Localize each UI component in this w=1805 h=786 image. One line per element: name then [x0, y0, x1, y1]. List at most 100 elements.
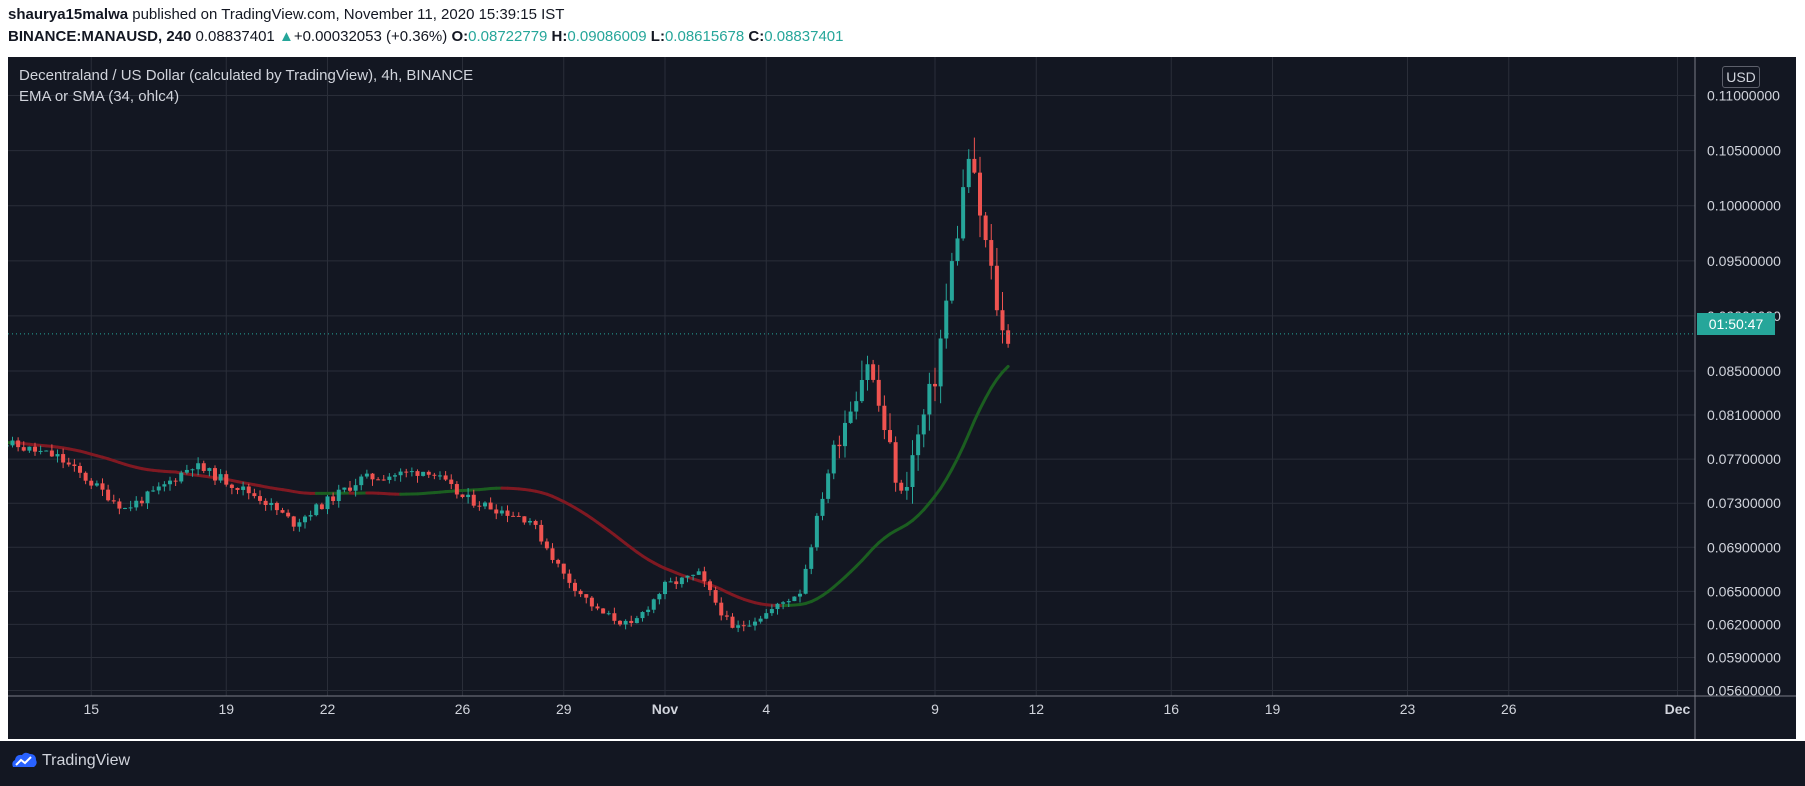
low-label: L: [650, 28, 665, 45]
candle-down [989, 240, 994, 266]
high-value: 0.09086009 [567, 28, 647, 45]
candle-down [348, 487, 352, 491]
candle-down [522, 516, 527, 523]
candle-down [589, 597, 594, 607]
time-tick-label: 26 [455, 701, 471, 717]
candle-up [353, 485, 358, 491]
ma-segment [972, 407, 982, 423]
candle-down [511, 515, 516, 517]
candle-up [859, 380, 864, 402]
ma-segment [950, 457, 959, 471]
candle-down [454, 484, 459, 495]
candle-up [786, 601, 791, 603]
candle-up [651, 599, 656, 610]
chart-title: Decentraland / US Dollar (calculated by … [19, 67, 474, 84]
candle-up [145, 491, 150, 504]
candle-up [421, 471, 426, 476]
ma-segment [939, 477, 948, 490]
ma-segment [944, 467, 954, 481]
candle-up [308, 515, 313, 517]
close-label: C: [748, 28, 765, 45]
candle-up [398, 471, 403, 476]
candle-down [319, 504, 324, 510]
candle-down [724, 615, 729, 617]
price-chart[interactable]: 0.11000000 0.10500000 0.10000000 0.09500000… [8, 57, 1796, 739]
price-tick-label: 0.05600000 [1707, 682, 1781, 698]
candle-up [179, 472, 184, 482]
candle-down [471, 494, 476, 506]
candle-down [730, 616, 735, 628]
candle-down [533, 521, 538, 525]
candle-up [44, 450, 49, 452]
candle-up [359, 476, 364, 486]
price-tick-label: 0.08500000 [1707, 363, 1781, 379]
candle-up [499, 510, 504, 514]
candle-down [61, 454, 66, 463]
candle-down [1000, 310, 1005, 331]
candle-down [78, 465, 82, 473]
candle-up [314, 504, 319, 516]
tradingview-label[interactable]: TradingView [42, 752, 131, 769]
candle-down [494, 509, 499, 514]
candle-down [1006, 330, 1011, 344]
candle-down [713, 590, 718, 603]
time-tick-label: 12 [1028, 701, 1044, 717]
ma-segment [978, 396, 988, 411]
candle-down [584, 594, 589, 598]
candle-down [994, 265, 999, 311]
candle-up [207, 468, 212, 471]
time-tick-label: 26 [1501, 701, 1517, 717]
price-tick-label: 0.07300000 [1707, 495, 1781, 511]
candle-down [291, 516, 296, 527]
candle-up [820, 498, 825, 516]
time-tick-label: 9 [931, 701, 939, 717]
candle-up [409, 471, 414, 473]
candle-up [803, 568, 808, 594]
price-tick-label: 0.07700000 [1707, 451, 1781, 467]
candle-down [674, 581, 679, 585]
candle-up [747, 625, 752, 627]
price-tick-label: 0.06200000 [1707, 616, 1781, 632]
currency-badge[interactable]: USD [1722, 66, 1760, 88]
candle-up [764, 613, 769, 619]
candle-down [899, 482, 904, 491]
candle-down [229, 484, 234, 488]
ma-segment [995, 370, 1004, 381]
candle-up [606, 613, 611, 615]
ma-segment [927, 494, 937, 505]
tradingview-cloud-icon[interactable] [10, 750, 38, 770]
candle-down [477, 505, 482, 507]
candle-down [252, 493, 257, 497]
candle-down [978, 172, 982, 216]
ma-segment [956, 445, 965, 461]
candle-up [826, 473, 831, 499]
low-value: 0.08615678 [664, 28, 745, 45]
candle-down [404, 471, 409, 473]
candle-up [483, 502, 487, 507]
candle-down [882, 405, 887, 431]
candle-up [336, 489, 341, 502]
candle-up [55, 454, 60, 457]
symbol-line: BINANCE:MANAUSD, 240 0.08837401 ▲+0.0003… [8, 28, 843, 45]
candle-up [466, 494, 471, 498]
candle-up [134, 500, 139, 508]
candle-up [27, 446, 32, 451]
candle-up [809, 547, 814, 569]
candle-down [139, 500, 144, 504]
publish-line: shaurya15malwa published on TradingView.… [8, 6, 564, 23]
candle-down [21, 447, 26, 451]
candle-down [629, 620, 634, 624]
candle-down [837, 444, 842, 447]
candle-up [8, 445, 9, 447]
moving-average-line [8, 364, 1010, 608]
indicator-label[interactable]: EMA or SMA (34, ohlc4) [19, 88, 180, 105]
candle-up [927, 383, 932, 415]
author-name[interactable]: shaurya15malwa [8, 6, 129, 23]
candle-down [573, 582, 577, 591]
candle-up [438, 475, 442, 477]
candle-up [657, 594, 662, 600]
time-tick-label: 15 [83, 701, 99, 717]
candle-up [865, 364, 870, 381]
candle-down [741, 625, 746, 627]
candle-down [612, 613, 617, 621]
